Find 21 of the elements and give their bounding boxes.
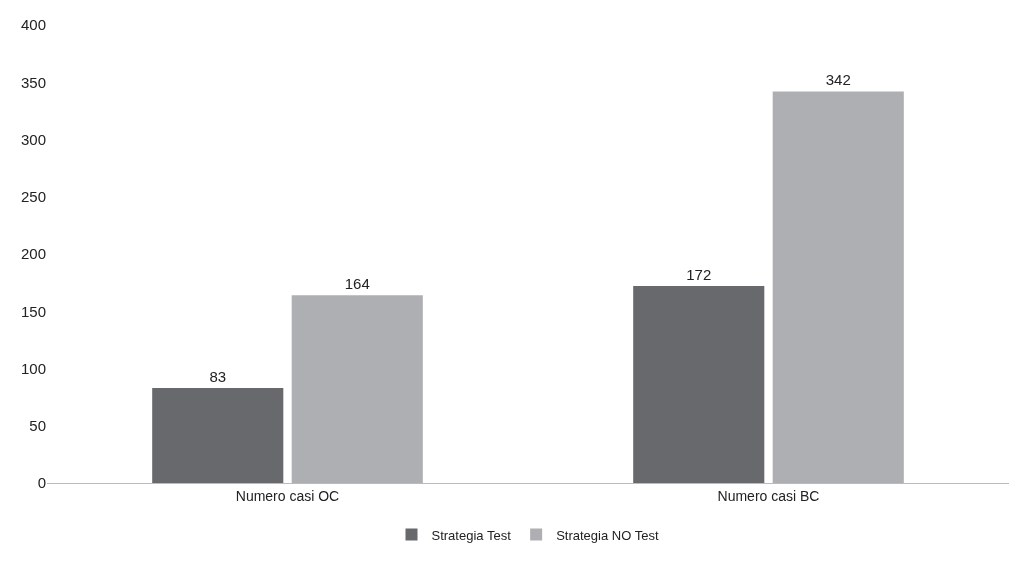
- y-tick-label: 300: [20, 130, 46, 148]
- bar: [152, 387, 284, 483]
- y-tick-label: 200: [20, 245, 46, 263]
- y-tick-label: 400: [20, 16, 46, 34]
- legend-label: Strategia NO Test: [556, 527, 659, 543]
- y-tick-label: 50: [29, 417, 46, 434]
- data-label: 83: [209, 367, 227, 385]
- y-tick-label: 100: [20, 359, 46, 377]
- data-label: 342: [825, 71, 851, 89]
- bar: [633, 286, 765, 483]
- y-tick-label: 150: [20, 302, 46, 320]
- y-tick-label: 350: [20, 73, 46, 91]
- data-label: 172: [686, 266, 712, 284]
- x-tick-label: Numero casi OC: [235, 487, 340, 504]
- bar: [291, 295, 423, 483]
- data-label: 164: [344, 275, 370, 293]
- x-tick-label: Numero casi BC: [717, 487, 820, 504]
- bar: [772, 91, 904, 483]
- legend-label: Strategia Test: [431, 527, 512, 543]
- y-tick-label: 0: [37, 474, 46, 492]
- y-tick-label: 250: [20, 188, 46, 205]
